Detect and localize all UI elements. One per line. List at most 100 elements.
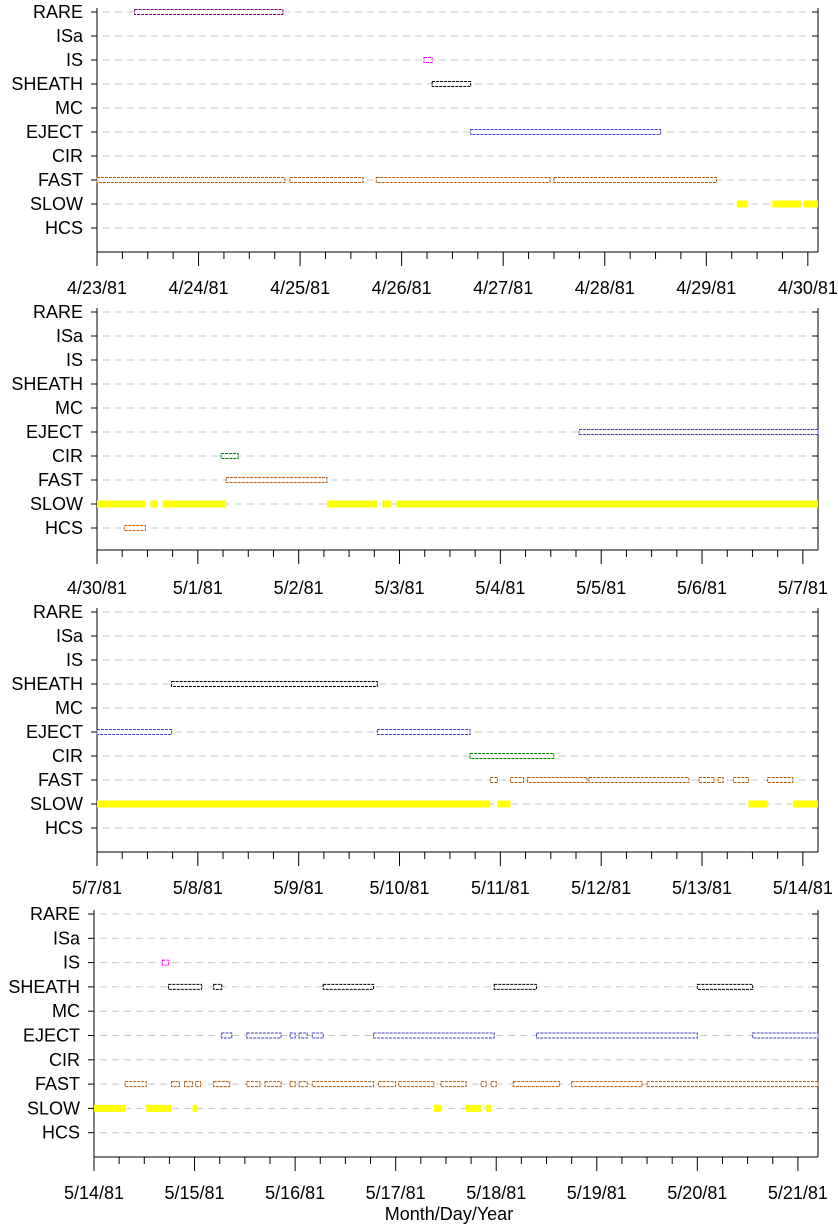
x-tick-label: 5/10/81 [369,878,429,898]
eject-interval-bar [535,1032,698,1039]
sheath-interval-bar [167,983,203,990]
eject-interval-bar [96,729,173,735]
is-interval-bar [423,57,433,63]
y-tick-label: ISa [56,26,84,46]
x-tick-label: 4/24/81 [169,278,229,298]
sheath-interval-bar [171,681,378,687]
slow-interval-bar [97,800,491,808]
x-tick-label: 5/15/81 [165,1183,225,1203]
slow-interval-bar [97,500,146,508]
x-tick-label: 4/30/81 [67,578,127,598]
fast-interval-bar [289,177,364,183]
slow-interval-bar [486,1104,492,1112]
y-tick-label: CIR [49,1050,80,1070]
eject-interval-bar [298,1032,308,1039]
x-tick-label: 4/23/81 [67,278,127,298]
fast-interval-bar [646,1081,819,1088]
y-tick-label: MC [55,98,83,118]
y-tick-label: IS [66,50,83,70]
x-tick-label: 5/7/81 [778,578,828,598]
slow-interval-bar [433,1104,441,1112]
x-tick-label: 5/18/81 [466,1183,526,1203]
fast-interval-bar [311,1081,375,1088]
x-tick-label: 5/11/81 [471,878,530,898]
y-tick-label: RARE [30,904,80,924]
y-tick-label: EJECT [26,122,83,142]
eject-interval-bar [246,1032,282,1039]
x-tick-label: 5/14/81 [773,878,833,898]
y-tick-label: SLOW [27,1098,80,1118]
sheath-interval-bar [493,983,537,990]
fast-interval-bar [378,1081,397,1088]
eject-interval-bar [311,1032,324,1039]
fast-interval-bar [698,777,715,783]
fast-interval-bar [398,1081,435,1088]
y-tick-label: HCS [45,818,83,838]
slow-interval-bar [162,500,227,508]
y-tick-label: IS [66,650,83,670]
fast-interval-bar [289,1081,296,1088]
slow-interval-bar [192,1104,198,1112]
fast-interval-bar [480,1081,487,1088]
x-tick-label: 5/17/81 [366,1183,426,1203]
fast-interval-bar [571,1081,643,1088]
x-tick-label: 5/20/81 [667,1183,727,1203]
y-tick-label: ISa [53,928,81,948]
fast-interval-bar [225,477,328,483]
x-tick-label: 5/21/81 [768,1183,828,1203]
y-tick-label: IS [66,350,83,370]
eject-interval-bar [376,729,471,735]
slow-interval-bar [736,200,747,208]
x-tick-label: 4/25/81 [270,278,330,298]
slow-interval-bar [146,1104,172,1112]
sheath-interval-bar [696,983,754,990]
y-tick-label: EJECT [26,422,83,442]
slow-interval-bar [150,500,158,508]
x-tick-label: 5/7/81 [72,878,122,898]
x-tick-label: 5/2/81 [274,578,324,598]
fast-interval-bar [375,177,551,183]
x-tick-label: 4/29/81 [676,278,736,298]
y-tick-label: RARE [33,2,83,22]
fast-interval-bar [213,1081,231,1088]
x-axis-title: Month/Day/Year [385,1204,513,1224]
slow-interval-bar [803,200,818,208]
y-tick-label: SHEATH [11,74,83,94]
slow-interval-bar [94,1104,126,1112]
eject-interval-bar [221,1032,233,1039]
x-tick-label: 4/28/81 [575,278,635,298]
slow-interval-bar [466,1104,482,1112]
hcs-interval-bar [123,525,146,531]
fast-interval-bar [717,777,724,783]
eject-interval-bar [578,429,819,435]
y-tick-label: CIR [52,446,83,466]
fast-interval-bar [489,777,498,783]
x-tick-label: 5/19/81 [567,1183,627,1203]
y-tick-label: RARE [33,302,83,322]
y-tick-label: MC [55,398,83,418]
x-tick-label: 5/12/81 [571,878,631,898]
slow-interval-bar [792,800,818,808]
fast-interval-bar [440,1081,467,1088]
slow-interval-bar [748,800,768,808]
fast-interval-bar [588,777,690,783]
fast-interval-bar [264,1081,282,1088]
y-tick-label: SHEATH [8,977,80,997]
fast-interval-bar [298,1081,308,1088]
fast-interval-bar [509,777,525,783]
cir-interval-bar [220,453,239,459]
x-tick-label: 5/4/81 [475,578,525,598]
x-tick-label: 5/1/81 [173,578,223,598]
y-tick-label: EJECT [23,1026,80,1046]
y-tick-label: IS [63,953,80,973]
fast-interval-bar [184,1081,194,1088]
y-tick-label: HCS [45,218,83,238]
fast-interval-bar [195,1081,202,1088]
slow-interval-bar [772,200,801,208]
fast-interval-bar [732,777,749,783]
fast-interval-bar [170,1081,180,1088]
x-tick-label: 5/8/81 [173,878,223,898]
fast-interval-bar [767,777,794,783]
slow-interval-bar [497,800,511,808]
